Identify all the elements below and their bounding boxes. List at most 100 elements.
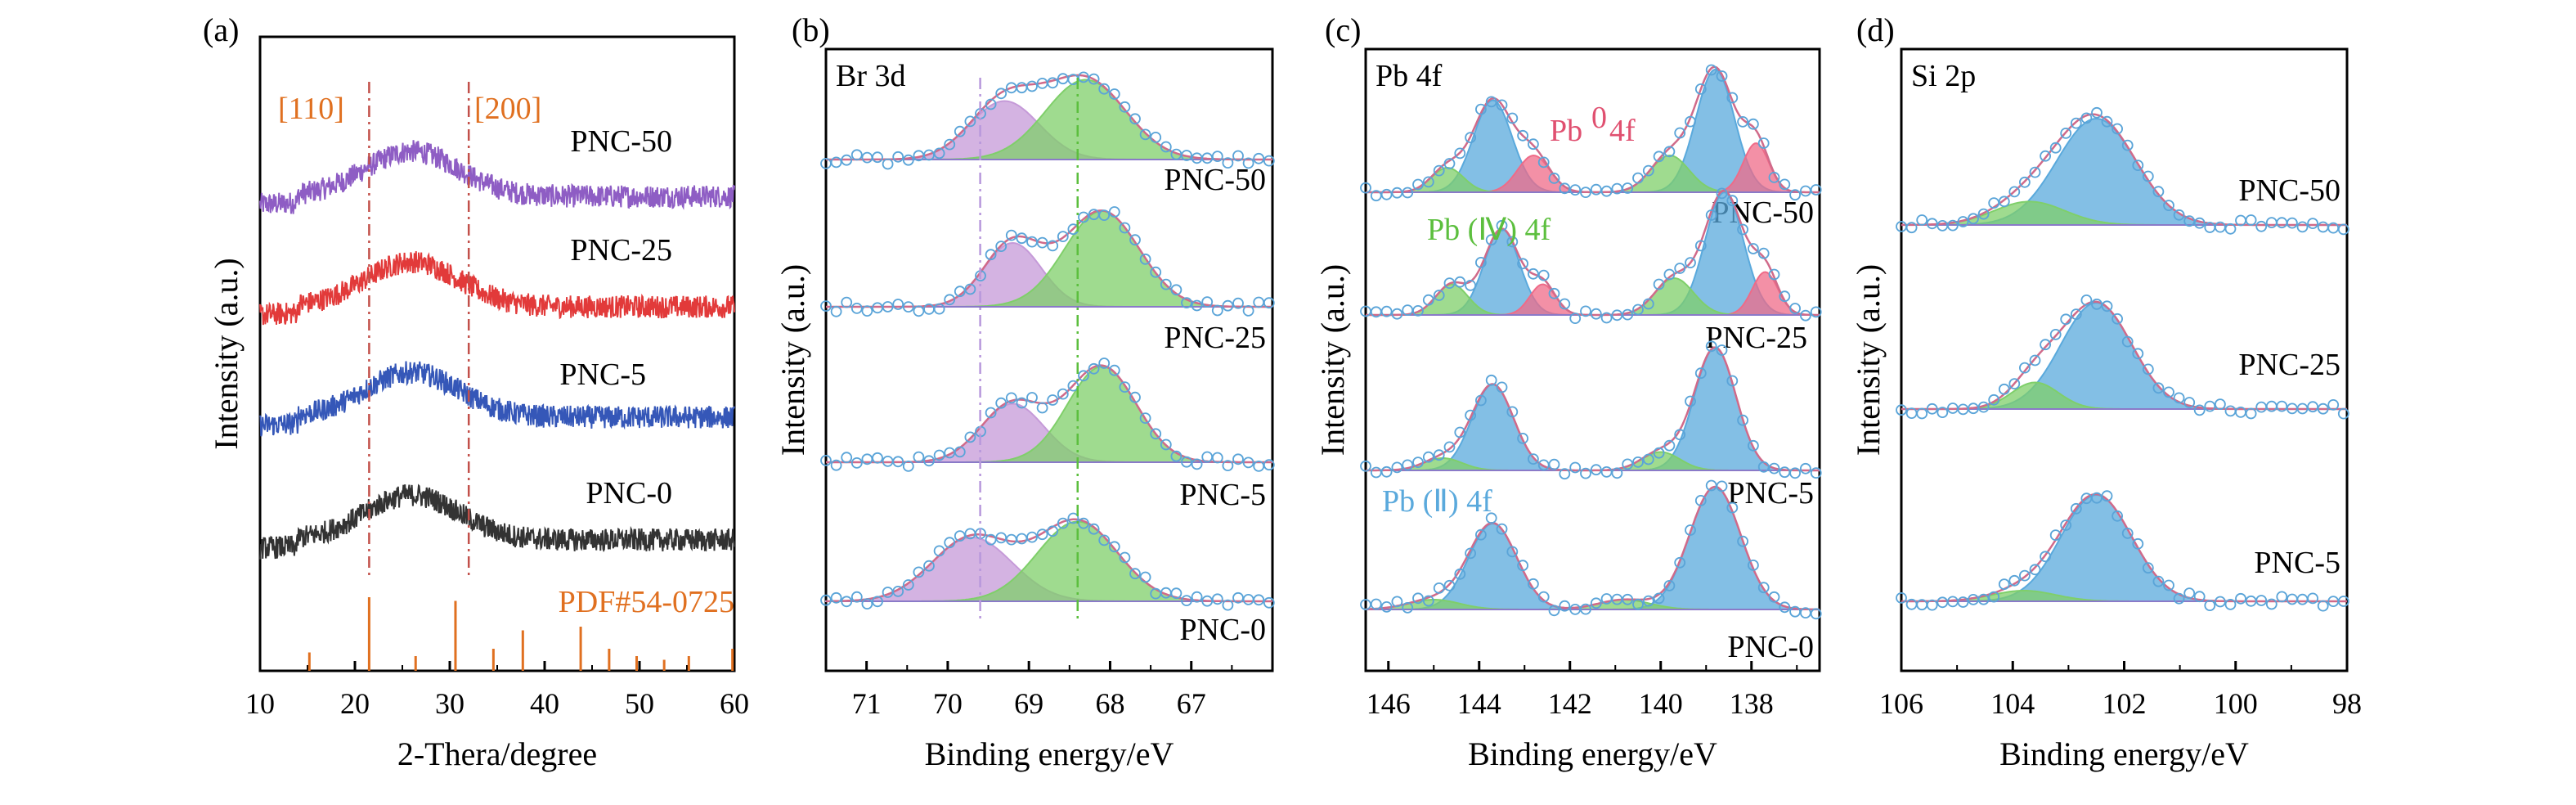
data-point [1242, 157, 1254, 169]
data-point [2040, 339, 2052, 351]
x-tick-label: 50 [625, 687, 654, 720]
data-point [1078, 517, 1089, 529]
data-point [1139, 128, 1151, 141]
data-point [1475, 256, 1487, 268]
panel-letter: (c) [1325, 11, 1361, 48]
data-point [820, 300, 832, 313]
x-tick-label: 68 [1095, 687, 1124, 720]
x-axis-label: Binding energy/eV [925, 735, 1174, 772]
x-tick-label: 20 [340, 687, 370, 720]
data-point [882, 158, 894, 170]
data-point [1181, 595, 1192, 606]
data-point [964, 431, 976, 443]
data-point [1201, 152, 1214, 164]
data-point [1988, 591, 2000, 603]
data-point [1663, 146, 1676, 158]
data-point [820, 455, 832, 466]
data-point [1768, 591, 1780, 603]
data-point [1537, 269, 1550, 281]
data-point [902, 579, 914, 591]
data-point [2049, 328, 2062, 340]
data-point [1559, 468, 1571, 480]
data-point [2152, 575, 2165, 587]
data-point [2101, 115, 2113, 128]
data-point [1098, 209, 1111, 222]
data-point [1517, 433, 1528, 444]
data-point [1548, 605, 1560, 617]
data-point [1590, 308, 1602, 320]
xrd-line [259, 140, 735, 214]
data-point [2224, 223, 2237, 235]
data-point [1632, 456, 1644, 468]
data-point [1088, 362, 1100, 375]
data-point [1232, 591, 1244, 604]
data-point [1108, 206, 1120, 218]
data-point [2337, 223, 2349, 236]
data-point [1977, 401, 1990, 413]
data-point [2265, 217, 2278, 229]
xrd-line [259, 251, 735, 326]
series-label: PNC-0 [1727, 630, 1814, 664]
data-point [1726, 375, 1739, 387]
data-point [850, 457, 863, 469]
data-point [1998, 383, 2010, 395]
data-point [1737, 115, 1749, 128]
x-axis-label: Binding energy/eV [1468, 735, 1717, 772]
data-point [2060, 127, 2072, 139]
panel-title: Pb 4f [1376, 59, 1443, 93]
data-point [1905, 222, 1918, 234]
data-point [2132, 348, 2144, 360]
data-point [1580, 467, 1591, 479]
data-point [2286, 593, 2298, 605]
data-point [1026, 531, 1038, 543]
data-point [1747, 439, 1759, 452]
data-point [1946, 219, 1959, 232]
data-point [2173, 592, 2185, 605]
panel-letter: (a) [203, 11, 239, 48]
data-point [995, 397, 1008, 409]
data-point [2018, 176, 2031, 188]
data-point [1674, 556, 1686, 569]
data-point [2337, 596, 2349, 607]
data-point [2204, 600, 2216, 611]
data-point [1047, 240, 1059, 252]
data-point [2224, 599, 2237, 610]
data-point [2060, 313, 2072, 326]
data-point [1957, 596, 1969, 608]
data-point [1496, 99, 1508, 111]
data-point [1036, 236, 1048, 249]
data-point [923, 455, 935, 467]
data-point [1170, 587, 1183, 600]
data-point [1600, 312, 1613, 324]
data-point [830, 305, 842, 317]
data-point [1653, 447, 1665, 459]
data-point [1412, 456, 1424, 468]
data-point [954, 286, 966, 298]
data-point [2235, 592, 2246, 605]
data-point [1685, 395, 1696, 407]
data-point [1600, 466, 1613, 478]
data-point [1402, 602, 1414, 614]
data-point [954, 446, 966, 458]
data-point [1119, 101, 1131, 113]
data-point [1663, 439, 1676, 452]
data-point [1528, 453, 1539, 465]
annotation-200: [200] [474, 92, 541, 126]
data-point [1789, 605, 1802, 618]
x-tick-label: 69 [1014, 687, 1043, 720]
series-label: PNC-5 [559, 358, 646, 392]
data-point [1242, 304, 1254, 317]
data-point [1611, 467, 1623, 479]
data-point [1674, 263, 1686, 274]
data-point [1517, 129, 1528, 142]
data-point [1737, 223, 1749, 236]
data-point [1926, 218, 1938, 230]
data-point [892, 151, 904, 163]
data-point [1810, 467, 1822, 479]
data-point [985, 533, 997, 546]
data-point [1747, 118, 1759, 130]
data-point [1263, 596, 1275, 609]
series-label: PNC-25 [1705, 321, 1807, 355]
data-point [1191, 299, 1203, 312]
data-point [1098, 358, 1111, 369]
